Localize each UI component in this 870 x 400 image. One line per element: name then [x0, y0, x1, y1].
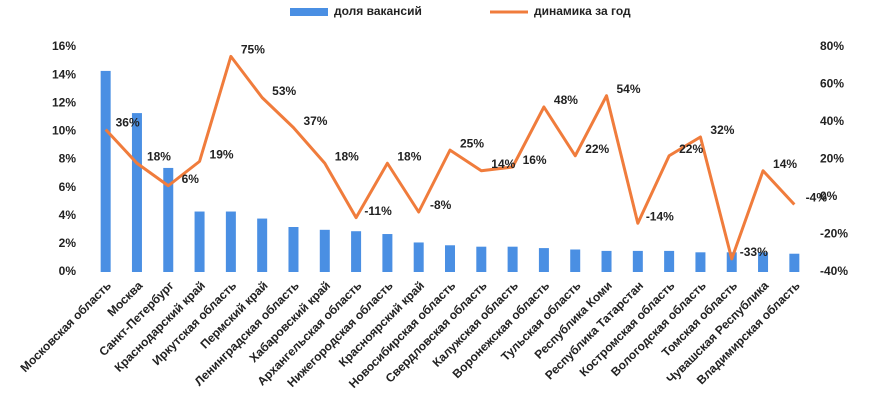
- data-label: 14%: [491, 157, 515, 171]
- data-label: -33%: [740, 245, 768, 259]
- bar: [758, 252, 769, 272]
- data-label: 36%: [116, 116, 140, 130]
- data-label: 53%: [272, 84, 296, 98]
- bar: [726, 252, 737, 272]
- bar: [664, 250, 675, 272]
- bar: [538, 248, 549, 272]
- bar: [413, 242, 424, 272]
- bar: [131, 113, 142, 272]
- y-tick-label: 6%: [59, 180, 77, 194]
- y-tick-label: 12%: [52, 95, 76, 109]
- bar: [789, 253, 800, 272]
- data-label: 18%: [335, 149, 359, 163]
- bar: [163, 167, 174, 272]
- data-label: 6%: [182, 172, 200, 186]
- data-label: -8%: [430, 198, 452, 212]
- y-tick-label: 2%: [59, 236, 77, 250]
- data-label: 32%: [710, 123, 734, 137]
- y-tick-label: 14%: [52, 67, 76, 81]
- data-label: 54%: [617, 82, 641, 96]
- legend-swatch: [290, 8, 328, 16]
- data-label: 18%: [147, 149, 171, 163]
- y-tick-label: 10%: [52, 124, 76, 138]
- data-label: -4%: [806, 191, 828, 205]
- bar: [476, 246, 487, 272]
- data-label: 18%: [397, 149, 421, 163]
- data-label: 22%: [679, 142, 703, 156]
- bar: [507, 246, 518, 272]
- y2-tick-label: 80%: [820, 39, 844, 53]
- y2-tick-label: 20%: [820, 152, 844, 166]
- x-tick-label: Московская область: [18, 278, 114, 374]
- bar: [632, 250, 643, 272]
- data-label: 37%: [303, 114, 327, 128]
- bar: [382, 234, 393, 272]
- data-label: -14%: [646, 209, 674, 223]
- bar: [445, 245, 455, 272]
- y2-tick-label: 40%: [820, 114, 844, 128]
- data-label: 19%: [210, 148, 234, 162]
- y2-tick-label: 60%: [820, 77, 844, 91]
- y2-tick-label: -40%: [820, 264, 848, 278]
- bar: [351, 231, 362, 272]
- y-tick-label: 8%: [59, 152, 77, 166]
- bar: [257, 218, 268, 272]
- data-label: 25%: [460, 136, 484, 150]
- bar: [288, 227, 299, 272]
- bar: [319, 229, 330, 272]
- bar: [100, 70, 111, 272]
- y-tick-label: 4%: [59, 208, 77, 222]
- data-label: 48%: [554, 93, 578, 107]
- data-label: 14%: [773, 157, 797, 171]
- data-label: 22%: [585, 142, 609, 156]
- y2-tick-label: 0%: [820, 189, 838, 203]
- y2-tick-label: -20%: [820, 227, 848, 241]
- bar: [570, 249, 581, 272]
- data-label: 75%: [241, 43, 265, 57]
- bar: [695, 252, 706, 272]
- line: [104, 54, 796, 261]
- legend-label: динамика за год: [534, 4, 631, 18]
- bar: [194, 211, 205, 272]
- data-label: 16%: [523, 153, 547, 167]
- data-label: -11%: [364, 204, 392, 218]
- bar: [601, 250, 612, 272]
- legend-label: доля вакансий: [334, 4, 422, 18]
- bar: [225, 211, 236, 272]
- y-tick-label: 0%: [59, 264, 77, 278]
- y-tick-label: 16%: [52, 39, 76, 53]
